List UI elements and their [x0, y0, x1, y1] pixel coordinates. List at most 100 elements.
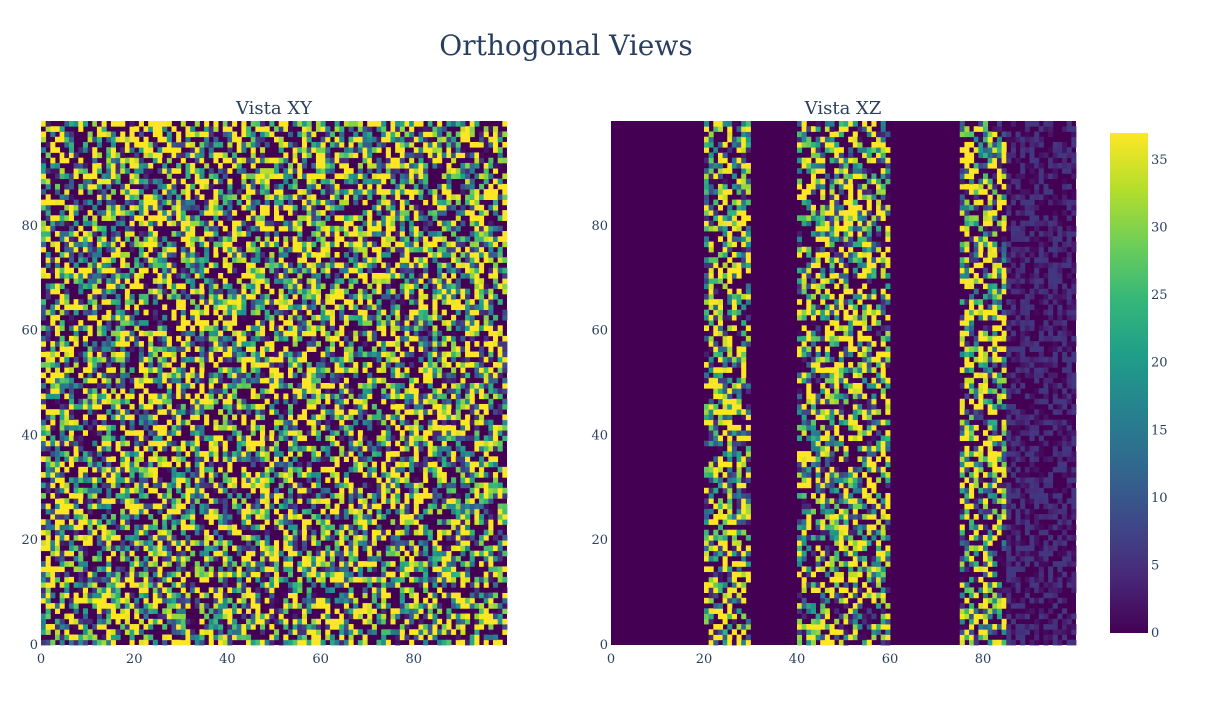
heatmap-cell — [185, 534, 191, 541]
heatmap-cell — [348, 278, 354, 284]
heatmap-cell — [362, 618, 368, 625]
heatmap-cell — [222, 199, 228, 206]
heatmap-cell — [334, 225, 340, 232]
heatmap-cell — [227, 529, 233, 536]
heatmap-cell — [232, 367, 238, 373]
heatmap-cell — [129, 147, 135, 153]
heatmap-cell — [143, 477, 149, 483]
heatmap-cell — [353, 252, 359, 258]
heatmap-cell — [306, 372, 312, 379]
heatmap-cell — [92, 456, 98, 462]
heatmap-cell — [208, 571, 214, 578]
heatmap-cell — [143, 183, 149, 190]
heatmap-cell — [176, 346, 182, 352]
heatmap-cell — [241, 367, 247, 373]
heatmap-cell — [101, 592, 107, 599]
heatmap-cell — [110, 571, 116, 578]
heatmap-cell — [134, 262, 140, 269]
heatmap-cell — [64, 629, 70, 635]
heatmap-cell — [54, 514, 61, 520]
heatmap-cell — [236, 288, 242, 295]
heatmap-cell — [222, 168, 228, 174]
heatmap-cell — [222, 545, 228, 552]
heatmap-cell — [236, 451, 242, 457]
heatmap-cell — [334, 529, 340, 536]
heatmap-cell — [241, 351, 247, 358]
heatmap-cell — [339, 152, 345, 159]
heatmap-cell — [325, 330, 331, 337]
heatmap-cell — [236, 634, 242, 641]
heatmap-cell — [190, 147, 196, 153]
heatmap-cell — [292, 524, 298, 531]
heatmap-cell — [157, 372, 163, 379]
heatmap-cell — [73, 529, 79, 536]
heatmap-cell — [59, 503, 65, 510]
heatmap-cell — [362, 419, 368, 426]
heatmap-cell — [64, 278, 70, 284]
heatmap-cell — [250, 136, 256, 143]
heatmap-cell — [343, 409, 349, 415]
heatmap-cell — [311, 529, 317, 536]
heatmap-cell — [250, 388, 256, 394]
heatmap-cell — [301, 561, 308, 567]
heatmap-cell — [329, 204, 335, 211]
heatmap-cell — [96, 519, 102, 525]
heatmap-cell — [339, 362, 345, 368]
heatmap-cell — [385, 173, 391, 180]
heatmap-cell — [92, 246, 98, 253]
heatmap-cell — [246, 325, 252, 331]
heatmap-cell — [162, 372, 168, 379]
heatmap-cell — [381, 466, 387, 473]
heatmap-cell — [87, 272, 93, 279]
heatmap-cell — [50, 514, 56, 520]
heatmap-cell — [78, 456, 84, 462]
heatmap-cell — [278, 451, 284, 457]
heatmap-cell — [194, 272, 200, 279]
heatmap-cell — [274, 555, 280, 562]
heatmap-cell — [353, 314, 359, 321]
heatmap-cell — [64, 173, 70, 180]
heatmap-cell — [92, 278, 98, 284]
heatmap-cell — [96, 162, 102, 169]
heatmap-cell — [176, 613, 182, 620]
heatmap-cell — [390, 299, 396, 305]
heatmap-cell — [106, 136, 112, 143]
heatmap-cell — [260, 550, 266, 557]
heatmap-cell — [334, 424, 340, 431]
heatmap-cell — [115, 613, 121, 620]
heatmap-cell — [176, 409, 182, 415]
heatmap-cell — [87, 524, 93, 531]
heatmap-cell — [180, 403, 186, 410]
heatmap-cell — [222, 335, 228, 342]
heatmap-cell — [92, 220, 98, 227]
heatmap-cell — [385, 131, 391, 138]
heatmap-cell — [232, 210, 238, 216]
heatmap-cell — [343, 147, 349, 153]
heatmap-cell — [274, 157, 280, 164]
heatmap-cell — [54, 393, 61, 400]
heatmap-cell — [54, 524, 61, 531]
heatmap-cell — [162, 362, 168, 368]
heatmap-cell — [315, 173, 321, 180]
heatmap-cell — [92, 398, 98, 405]
heatmap-cell — [236, 587, 242, 593]
heatmap-cell — [45, 445, 51, 452]
heatmap-cell — [101, 618, 107, 625]
heatmap-cell — [357, 147, 363, 153]
heatmap-cell — [343, 566, 349, 573]
heatmap-cell — [278, 393, 284, 400]
heatmap-cell — [311, 314, 317, 321]
heatmap-cell — [306, 288, 312, 295]
heatmap-cell — [110, 272, 116, 279]
heatmap-cell — [92, 304, 98, 311]
heatmap-cell — [297, 472, 303, 478]
heatmap-cell — [171, 252, 177, 258]
heatmap-cell — [152, 534, 158, 541]
heatmap-cell — [306, 136, 312, 143]
heatmap-cell — [106, 262, 112, 269]
heatmap-cell — [274, 267, 280, 274]
heatmap-cell — [64, 576, 70, 583]
heatmap-cell — [311, 503, 317, 510]
heatmap-cell — [115, 629, 121, 635]
heatmap-cell — [306, 419, 312, 426]
